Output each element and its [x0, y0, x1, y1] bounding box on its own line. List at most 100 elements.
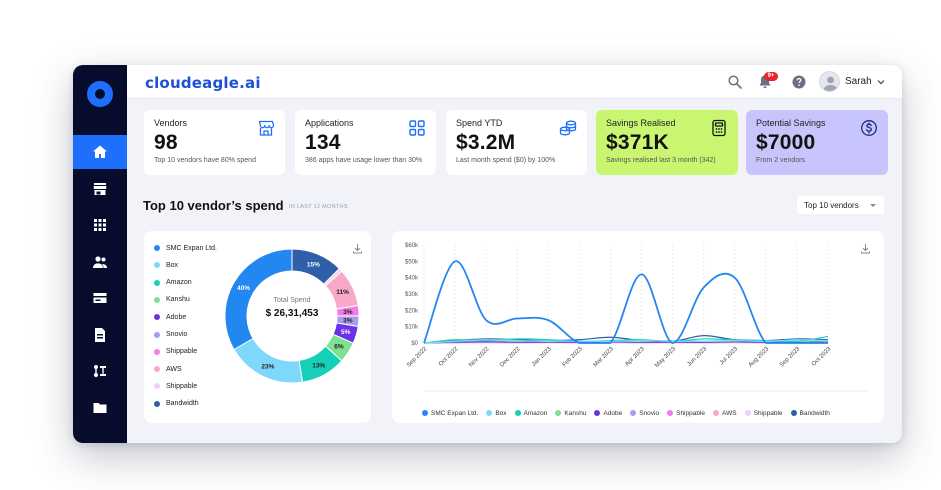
sidebar-item-workflows[interactable]	[73, 354, 127, 388]
slice-label: 40%	[237, 285, 250, 292]
legend-item[interactable]: Amazon	[514, 410, 547, 417]
legend-item[interactable]: SMC Expan Ltd.	[154, 243, 217, 253]
donut-chart-panel: SMC Expan Ltd. Box Amazon Kanshu Adobe Snovio…	[144, 231, 371, 423]
workflow-icon	[94, 365, 106, 377]
legend-item[interactable]: Shippable	[154, 381, 197, 391]
brand-logo[interactable]: cloudeagle.ai	[145, 74, 261, 92]
savings-realised-card[interactable]: Savings Realised $371K Savings realised …	[596, 110, 738, 175]
download-icon[interactable]	[352, 243, 363, 254]
apps-grid-icon	[94, 219, 106, 231]
legend-item[interactable]: Shippable	[154, 347, 197, 357]
spend-ytd-card[interactable]: Spend YTD $3.2M Last month spend ($0) by…	[446, 110, 587, 175]
legend-swatch	[154, 314, 160, 321]
section-subtitle: IN LAST 12 MONTHS	[289, 204, 348, 210]
main-content: cloudeagle.ai 9+ Sarah Vendors 98 Top 10…	[127, 65, 902, 443]
slice-label: 5%	[341, 329, 351, 336]
sidebar-item-vendors[interactable]	[73, 172, 127, 206]
applications-card[interactable]: Applications 134 386 apps have usage low…	[295, 110, 436, 175]
legend-label: Box	[166, 261, 179, 269]
legend-swatch	[154, 296, 160, 303]
card-value: 134	[305, 131, 341, 154]
sidebar-item-files[interactable]	[73, 391, 127, 425]
coins-icon	[559, 120, 577, 136]
cards-icon	[93, 293, 107, 303]
sidebar-item-users[interactable]	[73, 245, 127, 279]
legend-swatch	[744, 410, 751, 416]
sidebar-item-cards[interactable]	[73, 281, 127, 315]
sidebar	[73, 65, 127, 443]
y-tick-label: $0	[411, 341, 418, 347]
sidebar-item-applications[interactable]	[73, 208, 127, 242]
card-title: Applications	[305, 118, 354, 128]
x-tick-label: Nov 2022	[468, 346, 491, 369]
legend-label: AWS	[722, 409, 737, 417]
series-line	[423, 260, 828, 344]
sidebar-item-home[interactable]	[73, 135, 127, 169]
app-logo[interactable]	[87, 81, 113, 107]
legend-item[interactable]: Amazon	[154, 278, 192, 288]
legend-item[interactable]: AWS	[713, 410, 737, 417]
legend-item[interactable]: Bandwidth	[790, 410, 830, 417]
legend-item[interactable]: Kanshu	[154, 295, 190, 305]
donut-center-label: Total Spend	[273, 297, 311, 304]
legend-item[interactable]: SMC Expan Ltd.	[422, 410, 478, 417]
legend-item[interactable]: Box	[154, 260, 178, 270]
card-subtext: 386 apps have usage lower than 30%	[305, 157, 423, 164]
legend-item[interactable]: Shippable	[744, 410, 783, 417]
top-bar: cloudeagle.ai 9+ Sarah	[127, 65, 902, 99]
legend-label: Snovio	[166, 331, 188, 338]
legend-item[interactable]: Box	[486, 410, 507, 417]
legend-item[interactable]: Snovio	[154, 330, 187, 340]
donut-chart: 15% 11% 3% 3% 5% 6% 13% 23% 40%	[224, 248, 360, 384]
legend-swatch	[154, 348, 160, 355]
legend-item[interactable]: Bandwidth	[154, 399, 199, 409]
card-title: Potential Savings	[756, 118, 826, 128]
legend-label: Amazon	[166, 279, 192, 287]
slice-label: 13%	[312, 362, 325, 369]
legend-item[interactable]: Shippable	[667, 410, 705, 417]
document-icon	[95, 328, 105, 342]
slice-label: 6%	[334, 344, 344, 351]
legend-label: Adobe	[603, 409, 623, 417]
legend-swatch	[514, 410, 521, 416]
legend-swatch	[422, 410, 428, 416]
legend-item[interactable]: Kanshu	[555, 410, 586, 417]
legend-swatch	[555, 410, 562, 416]
x-tick-label: Jul 2023	[719, 346, 740, 367]
donut-slice[interactable]	[233, 337, 304, 384]
store-icon	[258, 120, 275, 136]
y-tick-label: $30k	[405, 292, 419, 298]
avatar[interactable]	[819, 71, 840, 92]
series-line	[423, 341, 829, 344]
card-title: Savings Realised	[606, 118, 676, 128]
potential-savings-card[interactable]: Potential Savings $7000 From 2 vendors	[746, 110, 888, 175]
series-line	[423, 339, 829, 344]
app-window: cloudeagle.ai 9+ Sarah Vendors 98 Top 10…	[73, 65, 902, 443]
vendor-filter-dropdown[interactable]: Top 10 vendors	[797, 196, 884, 214]
donut-slice[interactable]	[224, 248, 293, 351]
search-icon[interactable]	[727, 74, 743, 90]
slice-label: 3%	[343, 309, 353, 316]
legend-item[interactable]: Adobe	[154, 312, 186, 322]
line-chart-legend: SMC Expan Ltd. Box Amazon Kanshu Adobe Snovio…	[422, 403, 872, 421]
user-name[interactable]: Sarah	[845, 76, 872, 87]
chevron-down-icon[interactable]	[876, 77, 886, 87]
legend-swatch	[594, 410, 601, 416]
legend-swatch	[790, 410, 797, 416]
legend-item[interactable]: Adobe	[594, 410, 622, 417]
vendors-card[interactable]: Vendors 98 Top 10 vendors have 80% spend	[144, 110, 285, 175]
store-icon	[93, 183, 107, 195]
help-icon[interactable]	[791, 74, 807, 90]
card-value: $3.2M	[456, 131, 516, 154]
legend-label: SMC Expan Ltd.	[166, 244, 217, 252]
legend-item[interactable]: AWS	[154, 364, 182, 374]
sidebar-item-documents[interactable]	[73, 318, 127, 352]
legend-swatch	[154, 366, 160, 373]
calculator-icon	[712, 119, 726, 137]
download-icon[interactable]	[860, 243, 871, 254]
legend-item[interactable]: Snovio	[630, 410, 659, 417]
x-tick-label: Aug 2023	[748, 346, 771, 369]
legend-label: Kanshu	[564, 409, 587, 417]
card-value: $371K	[606, 131, 669, 154]
slice-label: 11%	[336, 289, 349, 296]
